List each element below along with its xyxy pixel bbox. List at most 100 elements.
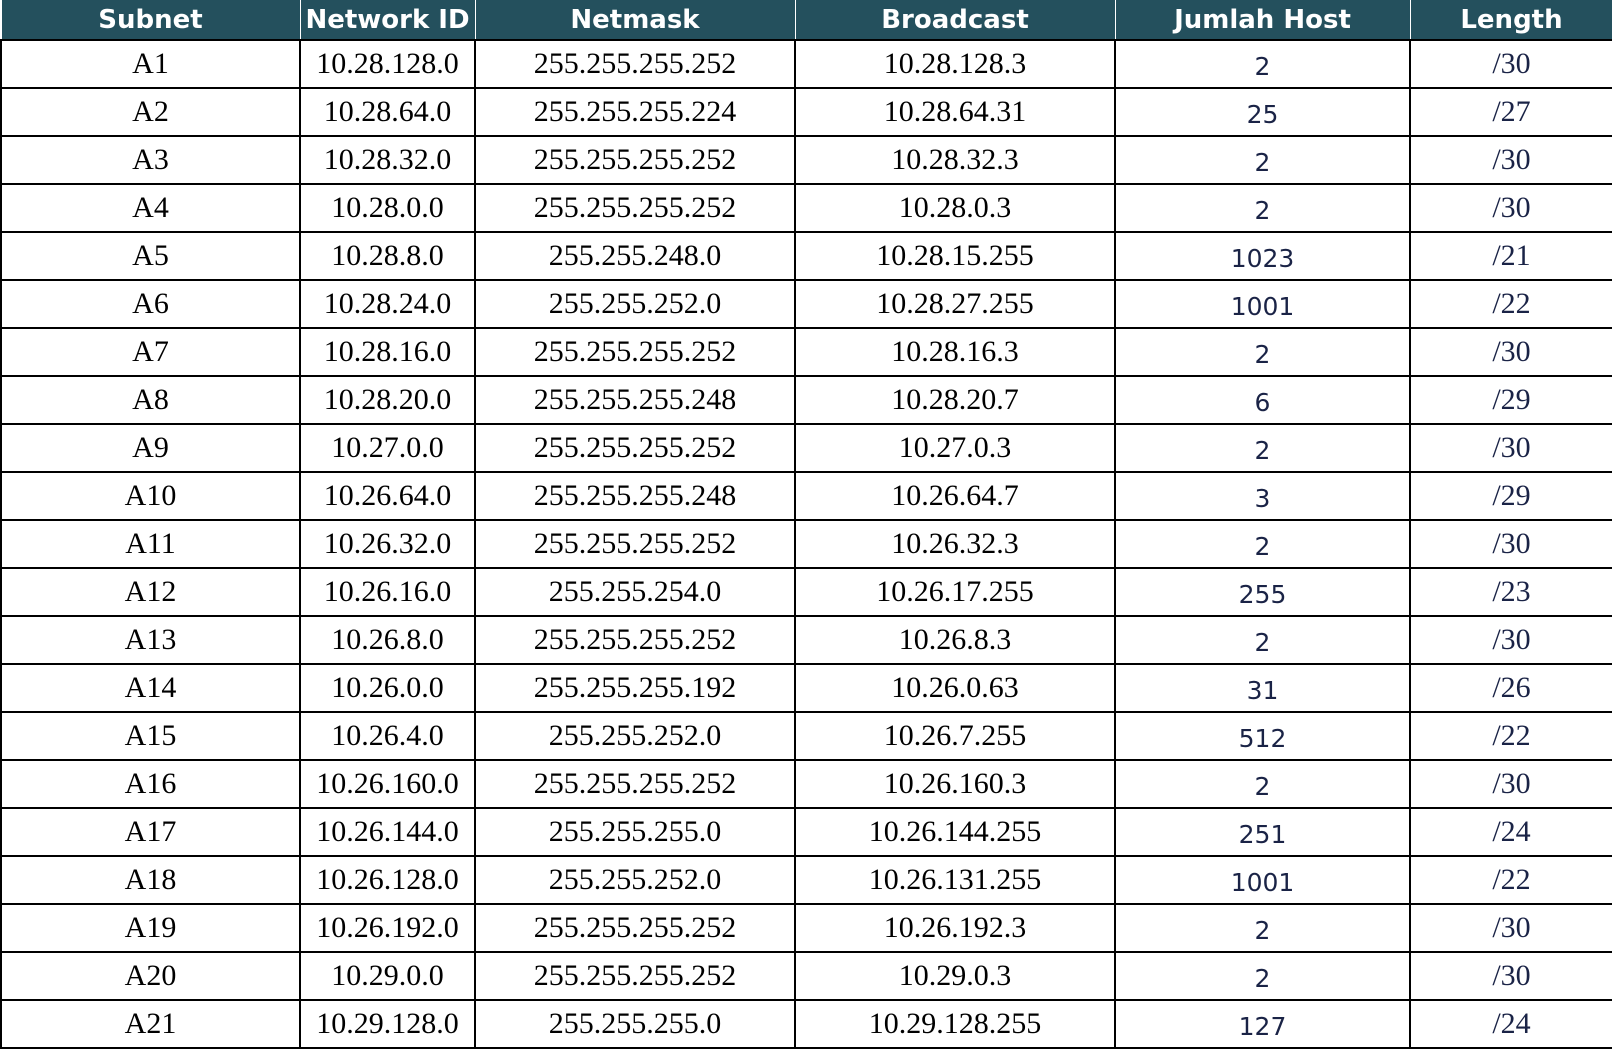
header-netmask: Netmask <box>474 0 796 41</box>
cell-netmask: 255.255.255.252 <box>474 519 796 569</box>
cell-network-id: 10.26.8.0 <box>299 615 476 665</box>
cell-broadcast: 10.26.144.255 <box>794 807 1116 857</box>
cell-subnet: A9 <box>0 423 301 473</box>
table-row: A6 10.28.24.0 255.255.252.0 10.28.27.255 100… <box>0 279 1612 329</box>
table-row: A21 10.29.128.0 255.255.255.0 10.29.128.255… <box>0 999 1612 1049</box>
cell-broadcast: 10.28.27.255 <box>794 279 1116 329</box>
cell-subnet: A13 <box>0 615 301 665</box>
cell-broadcast: 10.28.16.3 <box>794 327 1116 377</box>
cell-jumlah-host: 2 <box>1114 951 1411 1001</box>
cell-broadcast: 10.28.0.3 <box>794 183 1116 233</box>
cell-subnet: A2 <box>0 87 301 137</box>
table-body: A1 10.28.128.0 255.255.255.252 10.28.128.3 2… <box>0 39 1612 1049</box>
cell-netmask: 255.255.255.252 <box>474 903 796 953</box>
cell-jumlah-host: 2 <box>1114 39 1411 89</box>
table-row: A2 10.28.64.0 255.255.255.224 10.28.64.31 25… <box>0 87 1612 137</box>
cell-jumlah-host: 2 <box>1114 183 1411 233</box>
cell-jumlah-host: 255 <box>1114 567 1411 617</box>
table-row: A9 10.27.0.0 255.255.255.252 10.27.0.3 2/30 <box>0 423 1612 473</box>
cell-jumlah-host: 25 <box>1114 87 1411 137</box>
cell-netmask: 255.255.252.0 <box>474 279 796 329</box>
cell-network-id: 10.28.20.0 <box>299 375 476 425</box>
table-row: A8 10.28.20.0 255.255.255.248 10.28.20.7 6/2… <box>0 375 1612 425</box>
table-row: A16 10.26.160.0 255.255.255.252 10.26.160.3… <box>0 759 1612 809</box>
cell-netmask: 255.255.255.0 <box>474 999 796 1049</box>
table-row: A10 10.26.64.0 255.255.255.248 10.26.64.7 3/… <box>0 471 1612 521</box>
cell-network-id: 10.28.24.0 <box>299 279 476 329</box>
cell-subnet: A17 <box>0 807 301 857</box>
table-row: A7 10.28.16.0 255.255.255.252 10.28.16.3 2/3… <box>0 327 1612 377</box>
cell-netmask: 255.255.255.252 <box>474 183 796 233</box>
cell-subnet: A5 <box>0 231 301 281</box>
cell-length: /30 <box>1409 183 1612 233</box>
cell-broadcast: 10.26.64.7 <box>794 471 1116 521</box>
cell-network-id: 10.26.4.0 <box>299 711 476 761</box>
cell-length: /30 <box>1409 615 1612 665</box>
cell-subnet: A15 <box>0 711 301 761</box>
cell-jumlah-host: 1001 <box>1114 855 1411 905</box>
cell-length: /30 <box>1409 39 1612 89</box>
cell-length: /24 <box>1409 807 1612 857</box>
header-network-id: Network ID <box>299 0 476 41</box>
cell-broadcast: 10.28.128.3 <box>794 39 1116 89</box>
cell-netmask: 255.255.255.252 <box>474 327 796 377</box>
table-row: A18 10.26.128.0 255.255.252.0 10.26.131.255… <box>0 855 1612 905</box>
cell-jumlah-host: 251 <box>1114 807 1411 857</box>
cell-jumlah-host: 2 <box>1114 135 1411 185</box>
cell-jumlah-host: 2 <box>1114 903 1411 953</box>
cell-jumlah-host: 127 <box>1114 999 1411 1049</box>
cell-netmask: 255.255.255.224 <box>474 87 796 137</box>
cell-length: /26 <box>1409 663 1612 713</box>
cell-network-id: 10.26.144.0 <box>299 807 476 857</box>
cell-network-id: 10.26.0.0 <box>299 663 476 713</box>
table-row: A19 10.26.192.0 255.255.255.252 10.26.192.3… <box>0 903 1612 953</box>
cell-broadcast: 10.28.32.3 <box>794 135 1116 185</box>
cell-broadcast: 10.29.128.255 <box>794 999 1116 1049</box>
cell-length: /23 <box>1409 567 1612 617</box>
cell-length: /29 <box>1409 375 1612 425</box>
table-row: A20 10.29.0.0 255.255.255.252 10.29.0.3 2/30 <box>0 951 1612 1001</box>
cell-broadcast: 10.26.32.3 <box>794 519 1116 569</box>
header-length: Length <box>1409 0 1612 41</box>
cell-network-id: 10.28.0.0 <box>299 183 476 233</box>
cell-length: /30 <box>1409 423 1612 473</box>
cell-broadcast: 10.26.17.255 <box>794 567 1116 617</box>
cell-network-id: 10.26.128.0 <box>299 855 476 905</box>
table-row: A12 10.26.16.0 255.255.254.0 10.26.17.255 25… <box>0 567 1612 617</box>
cell-subnet: A4 <box>0 183 301 233</box>
cell-broadcast: 10.27.0.3 <box>794 423 1116 473</box>
table-row: A14 10.26.0.0 255.255.255.192 10.26.0.63 31/… <box>0 663 1612 713</box>
cell-netmask: 255.255.255.192 <box>474 663 796 713</box>
cell-subnet: A7 <box>0 327 301 377</box>
cell-length: /30 <box>1409 327 1612 377</box>
cell-broadcast: 10.26.160.3 <box>794 759 1116 809</box>
cell-netmask: 255.255.255.252 <box>474 39 796 89</box>
table-row: A15 10.26.4.0 255.255.252.0 10.26.7.255 512/… <box>0 711 1612 761</box>
table-header: Subnet Network ID Netmask Broadcast Juml… <box>0 0 1612 41</box>
cell-network-id: 10.26.192.0 <box>299 903 476 953</box>
cell-length: /22 <box>1409 279 1612 329</box>
cell-netmask: 255.255.252.0 <box>474 855 796 905</box>
cell-length: /30 <box>1409 759 1612 809</box>
cell-netmask: 255.255.255.252 <box>474 951 796 1001</box>
cell-subnet: A12 <box>0 567 301 617</box>
cell-network-id: 10.28.16.0 <box>299 327 476 377</box>
cell-subnet: A21 <box>0 999 301 1049</box>
cell-jumlah-host: 512 <box>1114 711 1411 761</box>
cell-jumlah-host: 1001 <box>1114 279 1411 329</box>
cell-subnet: A10 <box>0 471 301 521</box>
cell-broadcast: 10.28.64.31 <box>794 87 1116 137</box>
cell-network-id: 10.28.8.0 <box>299 231 476 281</box>
cell-network-id: 10.29.128.0 <box>299 999 476 1049</box>
cell-length: /27 <box>1409 87 1612 137</box>
cell-jumlah-host: 1023 <box>1114 231 1411 281</box>
cell-length: /30 <box>1409 135 1612 185</box>
cell-subnet: A11 <box>0 519 301 569</box>
cell-length: /24 <box>1409 999 1612 1049</box>
table-row: A3 10.28.32.0 255.255.255.252 10.28.32.3 2/3… <box>0 135 1612 185</box>
cell-broadcast: 10.26.131.255 <box>794 855 1116 905</box>
cell-length: /21 <box>1409 231 1612 281</box>
cell-jumlah-host: 2 <box>1114 327 1411 377</box>
cell-netmask: 255.255.252.0 <box>474 711 796 761</box>
